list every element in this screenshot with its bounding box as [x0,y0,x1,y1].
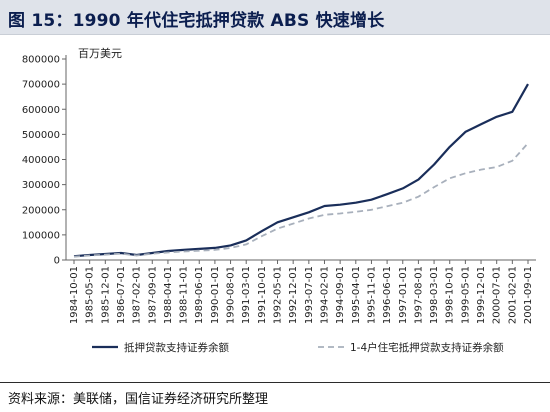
figure-title: 图 15：1990 年代住宅抵押贷款 ABS 快速增长 [8,11,385,31]
legend-item-mbs-total-label: 抵押贷款支持证券余额 [124,341,229,354]
line-chart: 0 100000 200000 300000 400000 500000 600000 700… [22,55,536,354]
x-tick-label: 1985-12-01 [100,266,111,324]
x-tick-label: 1999-05-01 [460,266,471,324]
y-tick-label: 100000 [22,230,60,241]
x-tick-label: 1997-08-01 [413,266,424,324]
x-tick-label: 1996-06-01 [382,266,393,324]
series-line-mbs-1-4-family [73,142,529,258]
x-tick-label: 1987-09-01 [147,266,158,324]
y-tick-label: 700000 [22,80,60,91]
y-tick-label: 200000 [22,205,60,216]
x-tick-label: 1994-02-01 [319,266,330,324]
x-tick-label: 1992-12-01 [288,266,299,324]
source-note: 资料来源：美联储，国信证券经济研究所整理 [8,392,269,407]
x-tick-label: 1990-01-01 [210,266,221,324]
x-tick-label: 1995-11-01 [366,266,377,324]
series-line-mbs-total [73,83,529,258]
x-tick-label: 1994-09-01 [335,266,346,324]
x-tick-label: 1991-03-01 [241,266,252,324]
x-axis: 1984-10-01 1985-05-01 1985-12-01 1986-07-01… [66,259,536,324]
y-tick-label: 300000 [22,180,60,191]
y-tick-label: 400000 [22,155,60,166]
x-tick-label: 1998-03-01 [429,266,440,324]
x-tick-label: 1997-01-01 [398,266,409,324]
y-axis: 0 100000 200000 300000 400000 500000 600000 700… [22,55,67,267]
figure-title-band: 图 15：1990 年代住宅抵押贷款 ABS 快速增长 [0,0,550,35]
y-tick-label: 0 [54,256,60,267]
x-tick-label: 1998-10-01 [445,266,456,324]
x-tick-label: 1995-04-01 [351,266,362,324]
y-tick-label: 600000 [22,105,60,116]
x-tick-label: 1987-02-01 [132,266,143,324]
x-tick-label: 1988-04-01 [163,266,174,324]
x-tick-label: 2001-02-01 [507,266,518,324]
x-tick-label: 1985-05-01 [85,266,96,324]
x-tick-label: 1984-10-01 [69,266,80,324]
legend-item-mbs-1-4-family-label: 1-4户住宅抵押贷款支持证券余额 [350,341,504,354]
x-tick-label: 1988-11-01 [179,266,190,324]
x-tick-label: 1990-08-01 [226,266,237,324]
y-axis-unit-label: 百万美元 [78,47,122,60]
x-tick-label: 2001-09-01 [523,266,534,324]
x-tick-label: 1989-06-01 [194,266,205,324]
x-tick-label: 1999-12-01 [476,266,487,324]
y-tick-label: 800000 [22,55,60,66]
series-layer [73,83,529,258]
source-footer: 资料来源：美联储，国信证券经济研究所整理 [0,382,550,412]
legend: 抵押贷款支持证券余额 1-4户住宅抵押贷款支持证券余额 [92,341,504,354]
x-tick-label: 1986-07-01 [116,266,127,324]
x-tick-label: 1992-05-01 [273,266,284,324]
y-tick-label: 500000 [22,130,60,141]
x-tick-label: 1991-10-01 [257,266,268,324]
x-tick-label: 1993-07-01 [304,266,315,324]
x-tick-label: 2000-07-01 [492,266,503,324]
